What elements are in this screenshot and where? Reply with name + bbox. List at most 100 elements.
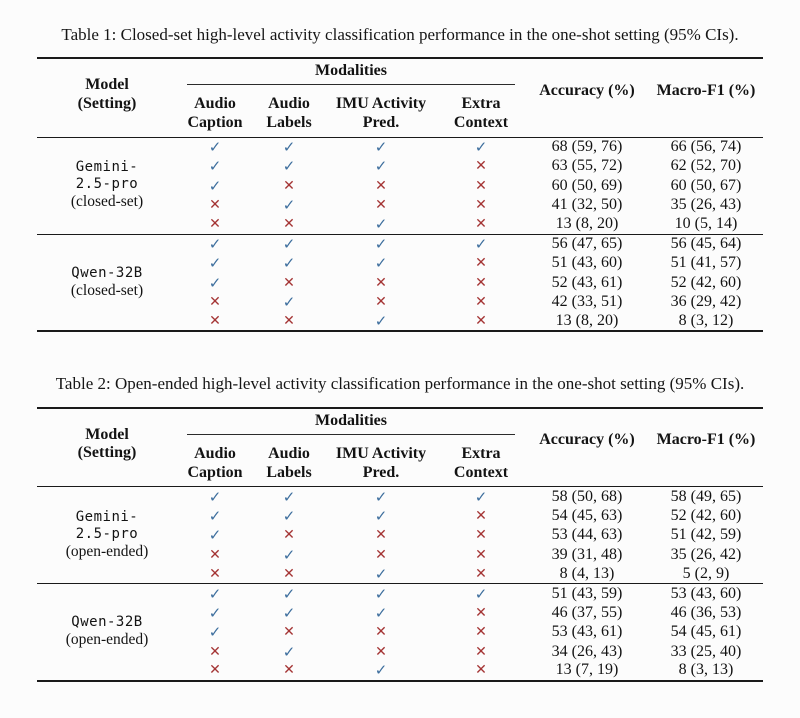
- cross-mark-icon: ✕: [475, 294, 487, 311]
- check-mark-icon: ✓: [474, 487, 488, 506]
- audio-caption-line2: Caption: [187, 463, 243, 481]
- cross-mark-icon: ✕: [283, 624, 295, 641]
- macro-f1-value: 52 (42, 60): [670, 506, 742, 524]
- check-mark-icon: ✓: [208, 273, 222, 292]
- table2: Model (Setting) Modalities Accuracy (%) …: [37, 406, 763, 682]
- extra-context-header: Extra Context: [437, 91, 525, 138]
- check-mark-icon: ✓: [208, 176, 222, 195]
- data-row: ✓ ✕ ✕ ✕ 52 (43, 61) 52 (42, 60): [37, 273, 763, 292]
- data-row: ✕ ✕ ✓ ✕ 13 (7, 19) 8 (3, 13): [37, 661, 763, 680]
- audio-labels-line2: Labels: [266, 114, 312, 132]
- modalities-label: Modalities: [187, 62, 515, 86]
- accuracy-value: 68 (59, 76): [551, 138, 623, 156]
- check-mark-icon: ✓: [208, 623, 222, 642]
- macro-f1-value: 51 (42, 59): [670, 526, 742, 544]
- macro-f1-value: 56 (45, 64): [649, 233, 763, 254]
- cross-mark-icon: ✕: [283, 527, 295, 544]
- data-row: ✕ ✕ ✓ ✕ 13 (8, 20) 10 (5, 14): [37, 215, 763, 234]
- data-row: ✓ ✓ ✓ ✕ 54 (45, 63) 52 (42, 60): [37, 506, 763, 525]
- macro-f1-value: 53 (43, 60): [649, 583, 763, 604]
- audio-caption-line1: Audio: [194, 444, 236, 462]
- data-row: ✕ ✕ ✓ ✕ 13 (8, 20) 8 (3, 12): [37, 312, 763, 331]
- table1-caption: Table 1: Closed-set high-level activity …: [61, 25, 739, 44]
- data-row: ✓ ✕ ✕ ✕ 53 (44, 63) 51 (42, 59): [37, 525, 763, 544]
- table1-section: Table 1: Closed-set high-level activity …: [0, 25, 800, 333]
- accuracy-value: 8 (4, 13): [559, 564, 615, 582]
- cross-mark-icon: ✕: [475, 507, 487, 524]
- audio-labels-line2: Labels: [266, 463, 312, 481]
- extra-context-line2: Context: [453, 463, 509, 481]
- imu-activity-line1: IMU Activity: [335, 95, 427, 113]
- accuracy-value: 13 (8, 20): [555, 215, 619, 233]
- check-mark-icon: ✓: [208, 157, 222, 176]
- cross-mark-icon: ✕: [283, 565, 295, 582]
- check-mark-icon: ✓: [282, 138, 296, 157]
- check-mark-icon: ✓: [208, 138, 222, 157]
- model-name-cell: Qwen-32B (open-ended): [37, 583, 177, 681]
- cross-mark-icon: ✕: [375, 624, 387, 641]
- model-name-cell: Qwen-32B (closed-set): [37, 233, 177, 332]
- extra-context-line1: Extra: [461, 95, 501, 113]
- extra-context-line2: Context: [453, 114, 509, 132]
- macro-f1-value: 62 (52, 70): [670, 157, 742, 175]
- model-setting-line: (closed-set): [70, 193, 144, 211]
- modalities-header: Modalities: [177, 408, 525, 441]
- accuracy-value: 42 (33, 51): [551, 293, 623, 311]
- model-name-cell: Gemini- 2.5-pro (closed-set): [37, 137, 177, 234]
- accuracy-value: 53 (43, 61): [551, 623, 623, 641]
- cross-mark-icon: ✕: [209, 546, 221, 563]
- accuracy-value: 34 (26, 43): [551, 642, 623, 660]
- cross-mark-icon: ✕: [375, 294, 387, 311]
- accuracy-value: 39 (31, 48): [551, 545, 623, 563]
- cross-mark-icon: ✕: [475, 255, 487, 272]
- check-mark-icon: ✓: [374, 661, 388, 680]
- check-mark-icon: ✓: [282, 196, 296, 215]
- data-row: ✓ ✓ ✓ ✕ 63 (55, 72) 62 (52, 70): [37, 157, 763, 176]
- table1-header: Model (Setting) Modalities Accuracy (%) …: [37, 58, 763, 138]
- imu-activity-line2: Pred.: [362, 463, 400, 481]
- accuracy-value: 51 (43, 59): [525, 583, 649, 604]
- macro-f1-value: 33 (25, 40): [670, 642, 742, 660]
- check-mark-icon: ✓: [474, 138, 488, 157]
- accuracy-value: 46 (37, 55): [551, 603, 623, 621]
- data-row: Qwen-32B (open-ended) ✓ ✓ ✓ ✓ 51 (43, 59) 53 (4…: [37, 583, 763, 681]
- accuracy-value: 58 (50, 68): [551, 487, 623, 505]
- imu-activity-pred-header: IMU Activity Pred.: [325, 440, 437, 488]
- cross-mark-icon: ✕: [475, 546, 487, 563]
- data-row: ✓ ✕ ✕ ✕ 53 (43, 61) 54 (45, 61): [37, 622, 763, 641]
- accuracy-value: 41 (32, 50): [551, 196, 623, 214]
- cross-mark-icon: ✕: [475, 177, 487, 194]
- check-mark-icon: ✓: [253, 233, 325, 254]
- cross-mark-icon: ✕: [375, 177, 387, 194]
- check-mark-icon: ✓: [374, 254, 388, 273]
- data-row: Qwen-32B (closed-set) ✓ ✓ ✓ ✓ 56 (47, 65) 56 (4…: [37, 233, 763, 332]
- model-name-line: 2.5-pro: [75, 176, 139, 193]
- audio-caption-line1: Audio: [194, 95, 236, 113]
- model-header-line2: (Setting): [77, 444, 137, 462]
- model-header-line1: Model: [85, 425, 129, 443]
- cross-mark-icon: ✕: [475, 643, 487, 660]
- audio-caption-header: Audio Caption: [177, 440, 253, 488]
- macro-f1-header: Macro-F1 (%): [649, 58, 763, 138]
- cross-mark-icon: ✕: [475, 158, 487, 175]
- check-mark-icon: ✓: [437, 583, 525, 604]
- macro-f1-value: 8 (3, 13): [678, 661, 734, 679]
- audio-labels-line1: Audio: [268, 444, 310, 462]
- data-row: ✓ ✓ ✓ ✕ 46 (37, 55) 46 (36, 53): [37, 603, 763, 622]
- data-row: ✕ ✓ ✕ ✕ 39 (31, 48) 35 (26, 42): [37, 545, 763, 564]
- audio-labels-header: Audio Labels: [253, 91, 325, 138]
- cross-mark-icon: ✕: [475, 216, 487, 233]
- check-mark-icon: ✓: [374, 138, 388, 157]
- data-row: ✓ ✕ ✕ ✕ 60 (50, 69) 60 (50, 67): [37, 176, 763, 195]
- audio-labels-line1: Audio: [268, 95, 310, 113]
- data-row: ✓ ✓ ✓ ✕ 51 (43, 60) 51 (41, 57): [37, 254, 763, 273]
- cross-mark-icon: ✕: [475, 624, 487, 641]
- check-mark-icon: ✓: [282, 506, 296, 525]
- model-setting-line: (open-ended): [65, 630, 149, 648]
- check-mark-icon: ✓: [282, 293, 296, 312]
- check-mark-icon: ✓: [177, 583, 253, 604]
- cross-mark-icon: ✕: [209, 216, 221, 233]
- data-row: ✕ ✓ ✕ ✕ 34 (26, 43) 33 (25, 40): [37, 642, 763, 661]
- model-setting-line: (closed-set): [70, 281, 144, 299]
- accuracy-value: 13 (7, 19): [555, 661, 619, 679]
